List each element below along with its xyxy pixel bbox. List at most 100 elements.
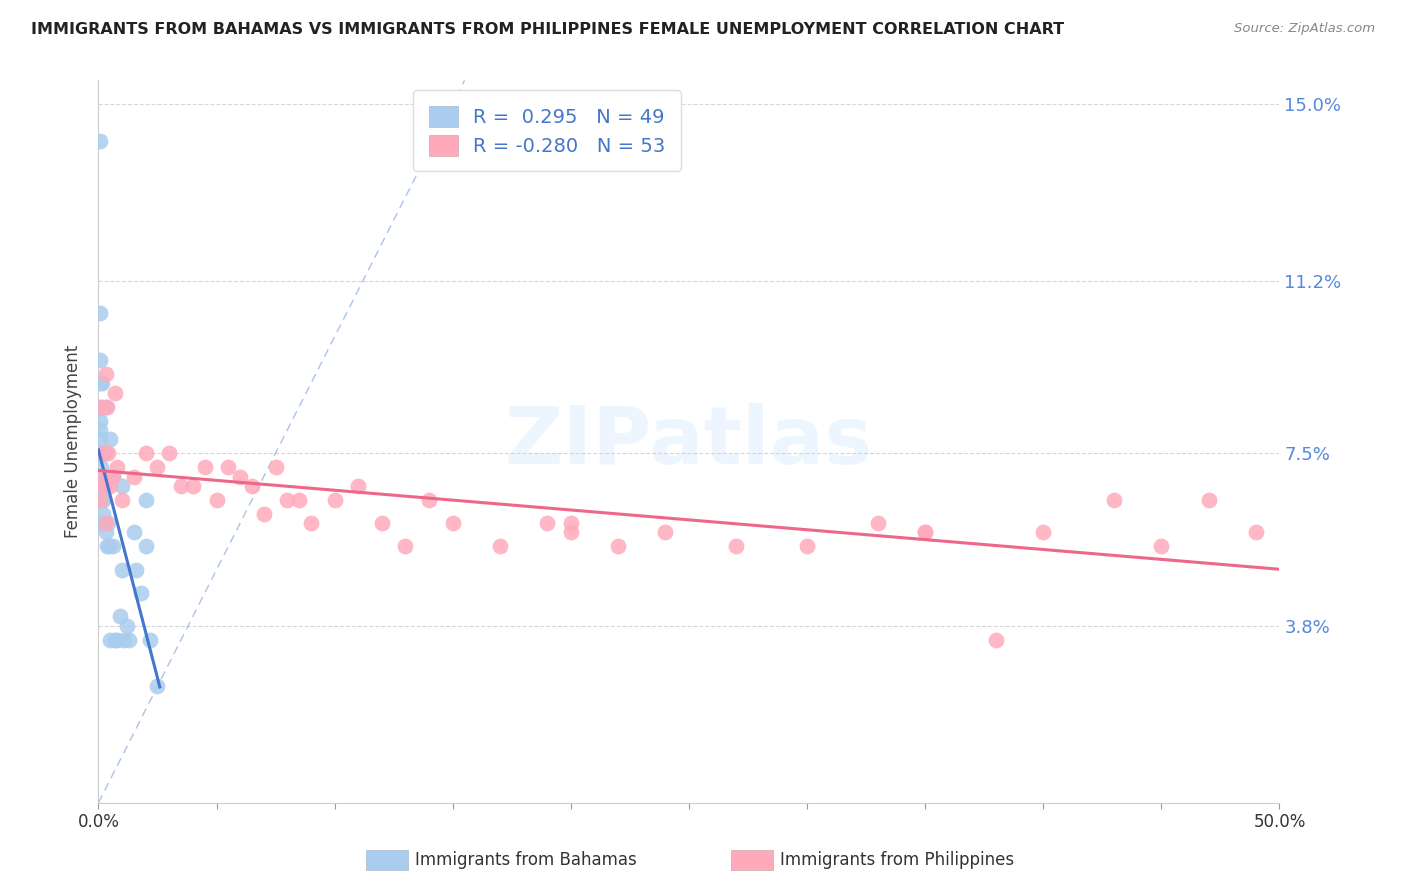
Point bbox=[93, 516, 115, 530]
Point bbox=[1198, 492, 1220, 507]
Point bbox=[96, 540, 118, 554]
Point bbox=[108, 609, 131, 624]
Point bbox=[89, 492, 111, 507]
Point bbox=[122, 469, 145, 483]
Point bbox=[98, 540, 121, 554]
Point bbox=[89, 376, 111, 391]
Point bbox=[118, 632, 141, 647]
Point bbox=[91, 492, 114, 507]
Point bbox=[89, 492, 111, 507]
Text: IMMIGRANTS FROM BAHAMAS VS IMMIGRANTS FROM PHILIPPINES FEMALE UNEMPLOYMENT CORRE: IMMIGRANTS FROM BAHAMAS VS IMMIGRANTS FR… bbox=[31, 22, 1064, 37]
Point bbox=[371, 516, 394, 530]
Point bbox=[139, 632, 162, 647]
Point bbox=[94, 367, 117, 381]
Point bbox=[105, 632, 128, 647]
Point bbox=[90, 469, 112, 483]
Point bbox=[90, 460, 112, 475]
Point bbox=[866, 516, 889, 530]
Point bbox=[91, 400, 114, 414]
Point bbox=[914, 525, 936, 540]
Text: ZIPatlas: ZIPatlas bbox=[505, 402, 873, 481]
Text: Immigrants from Philippines: Immigrants from Philippines bbox=[780, 851, 1015, 869]
Point bbox=[135, 540, 157, 554]
Point bbox=[181, 479, 204, 493]
Point bbox=[90, 469, 112, 483]
Point bbox=[89, 469, 111, 483]
Point bbox=[1102, 492, 1125, 507]
Text: Source: ZipAtlas.com: Source: ZipAtlas.com bbox=[1234, 22, 1375, 36]
Point bbox=[94, 400, 117, 414]
Point bbox=[89, 400, 111, 414]
Point bbox=[253, 507, 276, 521]
Point bbox=[1032, 525, 1054, 540]
Legend: R =  0.295   N = 49, R = -0.280   N = 53: R = 0.295 N = 49, R = -0.280 N = 53 bbox=[413, 90, 682, 171]
Point bbox=[98, 469, 121, 483]
Text: Immigrants from Bahamas: Immigrants from Bahamas bbox=[415, 851, 637, 869]
Point bbox=[323, 492, 346, 507]
Point bbox=[104, 385, 127, 400]
Point bbox=[89, 306, 111, 320]
Point bbox=[98, 479, 121, 493]
Point bbox=[101, 469, 124, 483]
Point bbox=[91, 376, 114, 391]
Point bbox=[1150, 540, 1173, 554]
Point bbox=[97, 446, 120, 460]
Point bbox=[89, 134, 111, 148]
Point bbox=[984, 632, 1007, 647]
Point bbox=[125, 563, 148, 577]
Point bbox=[129, 586, 152, 600]
Point bbox=[104, 632, 127, 647]
Point bbox=[91, 492, 114, 507]
Point bbox=[240, 479, 263, 493]
Point bbox=[90, 469, 112, 483]
Point bbox=[607, 540, 630, 554]
Point bbox=[89, 446, 111, 460]
Point bbox=[288, 492, 311, 507]
Point bbox=[101, 540, 124, 554]
Point bbox=[157, 446, 180, 460]
Point bbox=[264, 460, 287, 475]
Point bbox=[97, 516, 120, 530]
Point bbox=[1244, 525, 1267, 540]
Point bbox=[94, 525, 117, 540]
Point bbox=[135, 446, 157, 460]
Point bbox=[91, 446, 114, 460]
Point bbox=[89, 516, 111, 530]
Point bbox=[135, 492, 157, 507]
Point bbox=[536, 516, 558, 530]
Point bbox=[101, 469, 124, 483]
Point bbox=[170, 479, 193, 493]
Point bbox=[89, 432, 111, 446]
Point bbox=[418, 492, 440, 507]
Point bbox=[98, 432, 121, 446]
Point bbox=[112, 632, 135, 647]
Point bbox=[276, 492, 298, 507]
Point bbox=[105, 460, 128, 475]
Point bbox=[91, 507, 114, 521]
Point bbox=[115, 618, 138, 632]
Y-axis label: Female Unemployment: Female Unemployment bbox=[65, 345, 83, 538]
Point bbox=[89, 353, 111, 368]
Point bbox=[654, 525, 676, 540]
Point bbox=[914, 525, 936, 540]
Point bbox=[394, 540, 416, 554]
Point bbox=[441, 516, 464, 530]
Point bbox=[93, 516, 115, 530]
Point bbox=[89, 446, 111, 460]
Point bbox=[146, 679, 169, 693]
Point bbox=[89, 413, 111, 427]
Point bbox=[725, 540, 748, 554]
Point bbox=[94, 446, 117, 460]
Point bbox=[94, 516, 117, 530]
Point bbox=[111, 492, 134, 507]
Point bbox=[98, 632, 121, 647]
Point bbox=[93, 479, 115, 493]
Point bbox=[796, 540, 818, 554]
Point bbox=[560, 525, 582, 540]
Point bbox=[560, 516, 582, 530]
Point bbox=[229, 469, 252, 483]
Point bbox=[89, 423, 111, 437]
Point bbox=[111, 479, 134, 493]
Point bbox=[205, 492, 228, 507]
Point bbox=[489, 540, 512, 554]
